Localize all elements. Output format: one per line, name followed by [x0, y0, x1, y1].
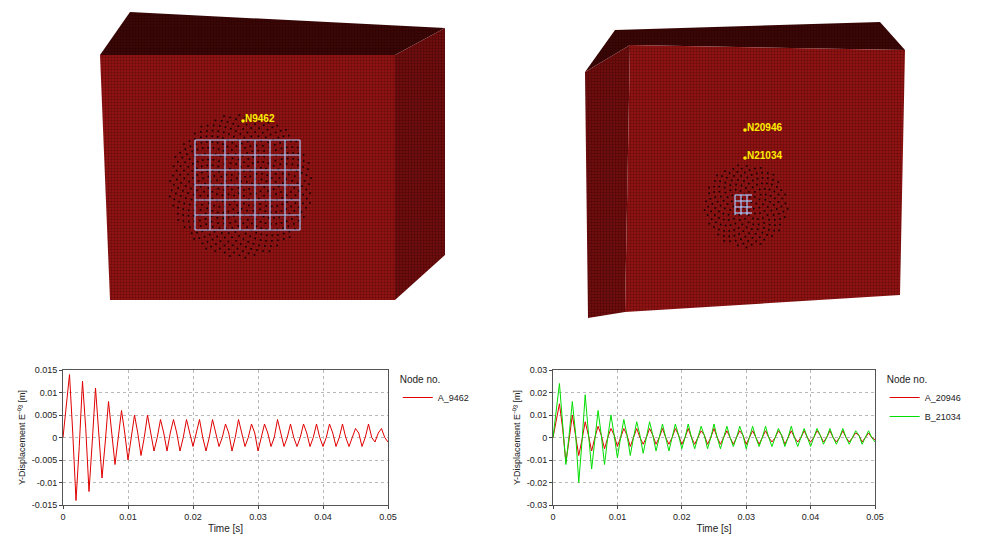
svg-text:0.015: 0.015 [35, 365, 58, 375]
svg-text:0: 0 [60, 512, 65, 522]
svg-text:-0.03: -0.03 [527, 500, 548, 510]
svg-text:Y-Displacement E⁻⁰³ [m]: Y-Displacement E⁻⁰³ [m] [512, 390, 522, 485]
svg-text:0.03: 0.03 [737, 512, 755, 522]
svg-text:Y-Displacement E⁻⁰³ [m]: Y-Displacement E⁻⁰³ [m] [17, 390, 27, 485]
svg-text:0.03: 0.03 [530, 365, 548, 375]
svg-text:N21034: N21034 [747, 150, 782, 161]
svg-text:A_9462: A_9462 [438, 393, 469, 403]
svg-text:0.04: 0.04 [314, 512, 332, 522]
svg-text:Node no.: Node no. [887, 374, 928, 385]
svg-text:0.01: 0.01 [40, 388, 58, 398]
svg-text:0.01: 0.01 [609, 512, 627, 522]
svg-text:0.04: 0.04 [802, 512, 820, 522]
svg-text:0.02: 0.02 [530, 388, 548, 398]
svg-text:-0.01: -0.01 [37, 478, 58, 488]
svg-text:0.03: 0.03 [249, 512, 267, 522]
svg-text:0: 0 [52, 433, 57, 443]
svg-text:N9462: N9462 [245, 113, 275, 124]
svg-text:Time [s]: Time [s] [696, 523, 731, 534]
svg-text:0.01: 0.01 [119, 512, 137, 522]
svg-text:0.02: 0.02 [184, 512, 202, 522]
svg-text:0.05: 0.05 [866, 512, 884, 522]
svg-text:B_21034: B_21034 [925, 412, 961, 422]
svg-text:Node no.: Node no. [400, 374, 441, 385]
svg-text:0: 0 [542, 433, 547, 443]
svg-text:0: 0 [550, 512, 555, 522]
svg-text:0.05: 0.05 [379, 512, 397, 522]
svg-text:-0.005: -0.005 [32, 455, 58, 465]
svg-text:-0.01: -0.01 [527, 455, 548, 465]
svg-text:0.02: 0.02 [673, 512, 691, 522]
svg-text:A_20946: A_20946 [925, 393, 961, 403]
svg-text:-0.02: -0.02 [527, 478, 548, 488]
svg-text:-0.015: -0.015 [32, 500, 58, 510]
svg-text:0.01: 0.01 [530, 410, 548, 420]
svg-text:Time [s]: Time [s] [208, 523, 243, 534]
svg-text:0.005: 0.005 [35, 410, 58, 420]
svg-text:N20946: N20946 [747, 122, 782, 133]
